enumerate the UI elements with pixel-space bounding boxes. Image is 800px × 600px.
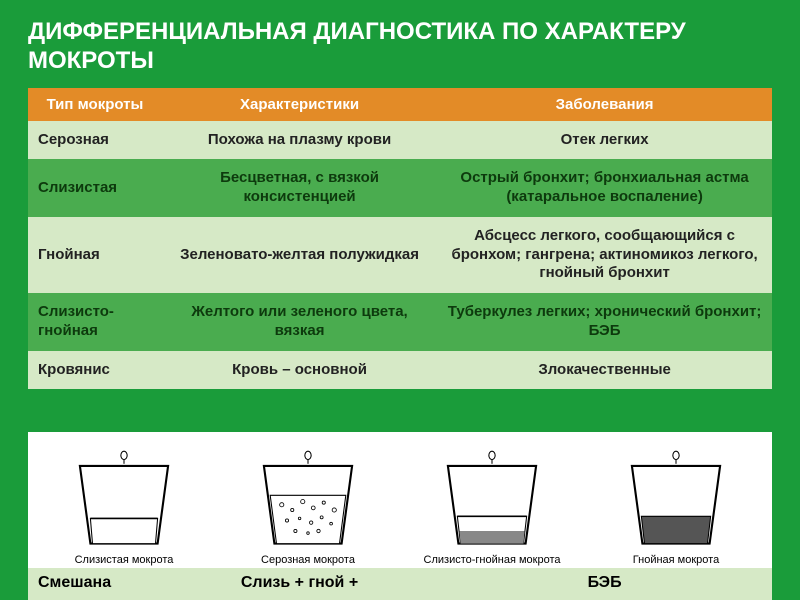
glass-label: Слизистая мокрота xyxy=(75,554,174,566)
table-row: Слизистая Бесцветная, с вязкой консистен… xyxy=(28,159,772,217)
cell-type: Серозная xyxy=(28,121,162,160)
glass-icon xyxy=(427,447,557,552)
col-header-disease: Заболевания xyxy=(437,88,772,121)
glass-icon xyxy=(243,447,373,552)
glass-item: Слизисто-гнойная мокрота xyxy=(411,447,573,566)
cell-disease: Туберкулез легких; хронический бронхит; … xyxy=(437,293,772,351)
cell-char: Бесцветная, с вязкой консистенцией xyxy=(162,159,437,217)
cell-type: Слизисто-гнойная xyxy=(28,293,162,351)
glass-icon xyxy=(59,447,189,552)
table-row: Слизисто-гнойная Желтого или зеленого цв… xyxy=(28,293,772,351)
glass-item: Гнойная мокрота xyxy=(595,447,757,566)
cutoff-char: Слизь + гной + xyxy=(162,568,437,600)
table-row: Гнойная Зеленовато-желтая полужидкая Абс… xyxy=(28,217,772,293)
glass-item: Слизистая мокрота xyxy=(43,447,205,566)
cell-char: Желтого или зеленого цвета, вязкая xyxy=(162,293,437,351)
cell-type: Кровянис xyxy=(28,351,162,390)
cell-char: Похожа на плазму крови xyxy=(162,121,437,160)
cell-char: Кровь – основной xyxy=(162,351,437,390)
glass-label: Слизисто-гнойная мокрота xyxy=(424,554,561,566)
sputum-table: Тип мокроты Характеристики Заболевания С… xyxy=(28,88,772,390)
cell-char: Зеленовато-желтая полужидкая xyxy=(162,217,437,293)
page-title: ДИФФЕРЕНЦИАЛЬНАЯ ДИАГНОСТИКА ПО ХАРАКТЕР… xyxy=(0,0,800,88)
glasses-illustration: Слизистая мокрота Серозная мокрота xyxy=(28,432,772,572)
cell-type: Гнойная xyxy=(28,217,162,293)
table-row: Серозная Похожа на плазму крови Отек лег… xyxy=(28,121,772,160)
cutoff-disease: БЭБ xyxy=(437,568,772,600)
glass-label: Серозная мокрота xyxy=(261,554,355,566)
glass-icon xyxy=(611,447,741,552)
glass-label: Гнойная мокрота xyxy=(633,554,719,566)
table-row: Кровянис Кровь – основной Злокачественны… xyxy=(28,351,772,390)
glass-item: Серозная мокрота xyxy=(227,447,389,566)
cell-type: Слизистая xyxy=(28,159,162,217)
table-header-row: Тип мокроты Характеристики Заболевания xyxy=(28,88,772,121)
table-container: Тип мокроты Характеристики Заболевания С… xyxy=(0,88,800,390)
col-header-char: Характеристики xyxy=(162,88,437,121)
cutoff-row: Смешана Слизь + гной + БЭБ xyxy=(28,568,772,600)
cell-disease: Злокачественные xyxy=(437,351,772,390)
col-header-type: Тип мокроты xyxy=(28,88,162,121)
cutoff-type: Смешана xyxy=(28,568,162,600)
cell-disease: Отек легких xyxy=(437,121,772,160)
cell-disease: Абсцесс легкого, сообщающийся с бронхом;… xyxy=(437,217,772,293)
cell-disease: Острый бронхит; бронхиальная астма (ката… xyxy=(437,159,772,217)
